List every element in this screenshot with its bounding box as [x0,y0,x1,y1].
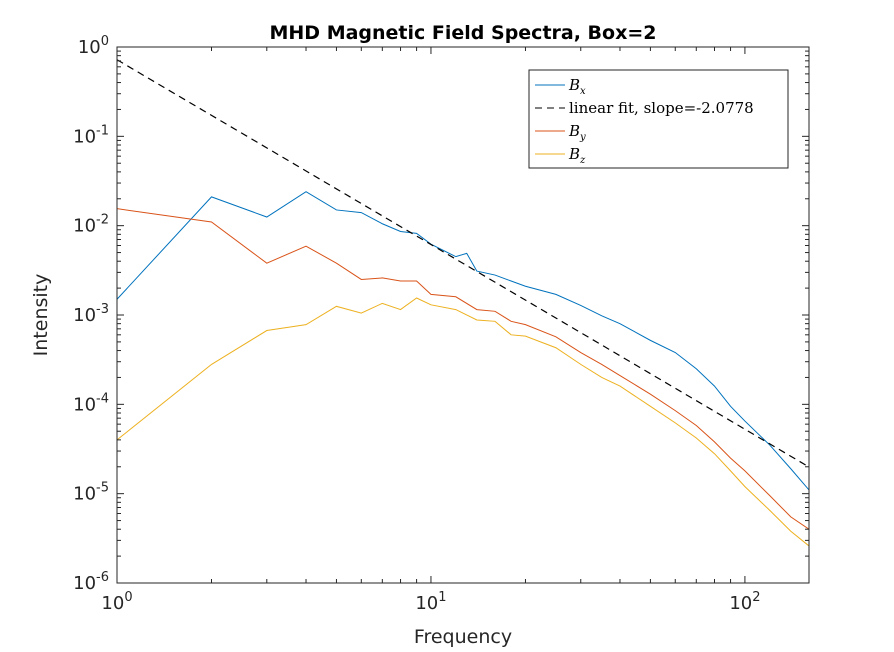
y-tick-label: 10-1 [73,123,109,147]
chart-title: MHD Magnetic Field Spectra, Box=2 [270,22,657,44]
legend-label-3: By [568,122,586,143]
y-tick-label: 10-6 [73,570,109,594]
y-tick-label: 10-4 [73,391,109,415]
legend-label-4: Bz [568,145,586,166]
x-axis-label: Frequency [414,626,512,648]
legend-label-1: Bx [568,76,586,97]
series-line-3 [117,208,809,530]
x-tick-label: 100 [101,590,132,614]
y-tick-label: 10-3 [73,302,109,326]
legend-label-2: linear fit, slope=-2.0778 [569,99,754,117]
y-axis-label: Intensity [30,274,52,357]
x-tick-label: 102 [729,590,760,614]
series-line-4 [117,297,809,547]
y-tick-label: 10-2 [73,213,109,237]
series-group [117,59,809,547]
series-line-2 [117,59,809,468]
y-tick-label: 10-5 [73,481,109,505]
y-tick-label: 100 [78,34,109,58]
series-line-1 [117,191,809,491]
legend-box [528,69,789,169]
plot-area [117,59,809,547]
x-tick-label: 101 [415,590,446,614]
axes: 100 101 102 100 10-1 10-2 10-3 10-4 10-5 10-6 [73,34,810,614]
